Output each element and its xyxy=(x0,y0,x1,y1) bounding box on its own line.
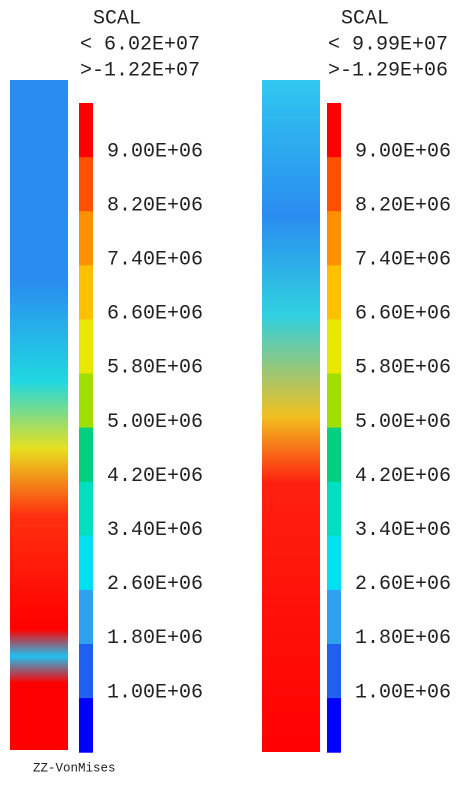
level-label: 7.40E+06 xyxy=(107,248,203,271)
level-label: 5.00E+06 xyxy=(355,411,451,434)
level-label: 3.40E+06 xyxy=(107,519,203,542)
colorbar-band xyxy=(327,644,341,699)
colorbar-band xyxy=(327,319,341,374)
level-label: 6.60E+06 xyxy=(107,303,203,326)
colorbar-band xyxy=(79,373,93,429)
colorbar-band xyxy=(327,589,341,645)
level-label: 9.00E+06 xyxy=(355,140,451,163)
level-label: 5.80E+06 xyxy=(107,357,203,380)
scal-min: >-1.22E+07 xyxy=(80,59,200,82)
colorbar-band xyxy=(79,644,93,699)
scal-title: SCAL xyxy=(341,7,389,30)
scal-max: < 9.99E+07 xyxy=(328,33,448,56)
colorbar-band xyxy=(79,535,93,591)
level-label: 1.00E+06 xyxy=(107,681,203,704)
colorbar-band xyxy=(79,427,93,483)
colorbar-band xyxy=(327,535,341,591)
colorbar-band xyxy=(327,103,341,158)
level-label: 8.20E+06 xyxy=(355,194,451,217)
colorbar-band xyxy=(79,211,93,266)
colorbar-band xyxy=(79,698,93,753)
field-left xyxy=(10,80,68,750)
level-label: 7.40E+06 xyxy=(355,248,451,271)
level-label: 6.60E+06 xyxy=(355,303,451,326)
level-label: 5.80E+06 xyxy=(355,357,451,380)
level-label: 2.60E+06 xyxy=(107,573,203,596)
colorbar-band xyxy=(79,589,93,645)
colorbar-band xyxy=(79,157,93,212)
colorbar-band xyxy=(79,103,93,158)
colorbar-band xyxy=(327,157,341,212)
scal-max: < 6.02E+07 xyxy=(80,33,200,56)
level-label: 1.80E+06 xyxy=(107,627,203,650)
caption: ZZ-VonMises xyxy=(33,761,116,775)
colorbar-band xyxy=(327,373,341,429)
level-label: 5.00E+06 xyxy=(107,411,203,434)
colorbar-band xyxy=(79,265,93,320)
level-label: 1.80E+06 xyxy=(355,627,451,650)
level-label: 2.60E+06 xyxy=(355,573,451,596)
scal-min: >-1.29E+06 xyxy=(328,59,448,82)
field-right xyxy=(262,80,320,752)
colorbar-band xyxy=(327,481,341,537)
level-label: 9.00E+06 xyxy=(107,140,203,163)
level-label: 8.20E+06 xyxy=(107,194,203,217)
colorbar-band xyxy=(327,698,341,753)
colorbar-band xyxy=(327,265,341,320)
level-label: 3.40E+06 xyxy=(355,519,451,542)
level-label: 4.20E+06 xyxy=(107,465,203,488)
colorbar-band xyxy=(327,211,341,266)
colorbar-band xyxy=(79,319,93,374)
scal-title: SCAL xyxy=(93,7,141,30)
colorbar-band xyxy=(327,427,341,483)
colorbar-band xyxy=(79,481,93,537)
level-label: 4.20E+06 xyxy=(355,465,451,488)
level-label: 1.00E+06 xyxy=(355,681,451,704)
